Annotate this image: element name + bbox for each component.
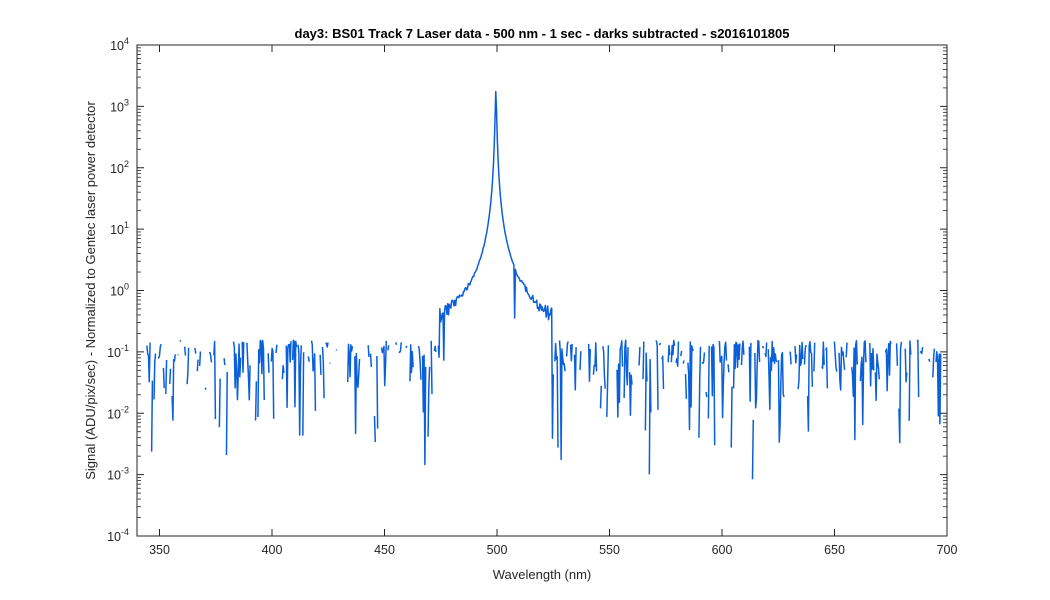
series-line-spectrum [147, 92, 946, 480]
y-tick-label: 100 [110, 282, 129, 299]
y-tick-base: 10 [107, 346, 121, 360]
x-tick-label: 700 [937, 543, 958, 557]
y-tick-base: 10 [107, 530, 121, 544]
plot-series [147, 92, 946, 480]
x-tick-label: 550 [599, 543, 620, 557]
y-tick-exponent: -1 [121, 343, 129, 353]
y-tick-base: 10 [110, 39, 124, 53]
y-tick-exponent: 1 [124, 220, 129, 230]
y-tick-base: 10 [110, 223, 124, 237]
y-tick-base: 10 [110, 162, 124, 176]
y-tick-base: 10 [110, 100, 124, 114]
y-tick-label: 103 [110, 97, 129, 114]
y-axis-label: Signal (ADU/pix/sec) - Normalized to Gen… [83, 101, 98, 480]
y-tick-base: 10 [110, 285, 124, 299]
y-tick-label: 101 [110, 220, 129, 237]
y-tick-exponent: 0 [124, 282, 129, 292]
x-axis: 350 400 450 500 550 600 650 700 [149, 45, 957, 557]
y-tick-exponent: 4 [124, 36, 129, 46]
y-tick-base: 10 [107, 407, 121, 421]
y-tick-base: 10 [107, 469, 121, 483]
x-tick-label: 650 [824, 543, 845, 557]
y-tick-exponent: 2 [124, 159, 129, 169]
y-tick-exponent: -2 [121, 404, 129, 414]
x-tick-label: 600 [712, 543, 733, 557]
y-tick-exponent: 3 [124, 97, 129, 107]
y-tick-label: 10-2 [107, 404, 129, 421]
plot-area-frame [136, 44, 948, 537]
y-tick-label: 10-3 [107, 466, 129, 483]
y-tick-exponent: -4 [121, 527, 129, 537]
y-tick-label: 10-1 [107, 343, 129, 360]
y-tick-label: 104 [110, 36, 129, 53]
x-tick-label: 450 [374, 543, 395, 557]
x-tick-label: 400 [262, 543, 283, 557]
y-tick-label: 10-4 [107, 527, 129, 544]
x-tick-label: 350 [149, 543, 170, 557]
x-axis-label: Wavelength (nm) [493, 567, 592, 582]
chart-title: day3: BS01 Track 7 Laser data - 500 nm -… [295, 26, 790, 41]
x-tick-label: 500 [487, 543, 508, 557]
y-tick-exponent: -3 [121, 466, 129, 476]
y-tick-label: 102 [110, 159, 129, 176]
